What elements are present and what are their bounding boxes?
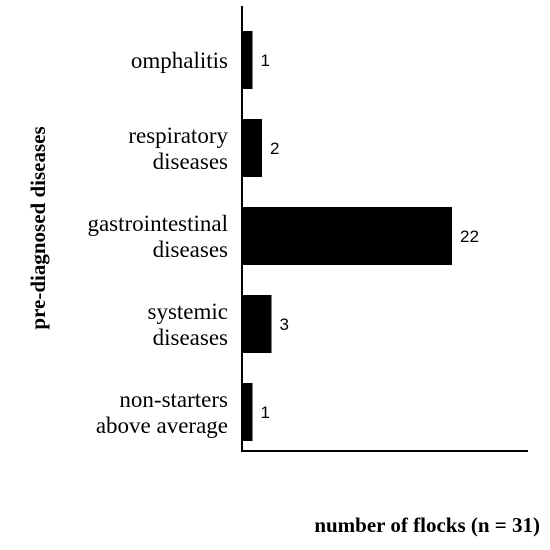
category-label-line: diseases (153, 325, 228, 350)
category-label-line: systemic (148, 299, 229, 324)
data-label: 3 (280, 315, 289, 334)
bar (243, 383, 253, 441)
data-label: 1 (261, 403, 270, 422)
bar (243, 295, 272, 353)
data-label: 22 (460, 227, 479, 246)
category-label-line: above average (96, 413, 228, 438)
category-label-line: non-starters (119, 387, 228, 412)
category-label-line: omphalitis (131, 48, 228, 73)
bar (243, 207, 452, 265)
x-axis-title: number of flocks (n = 31) (314, 513, 540, 537)
bar (243, 31, 253, 89)
category-label: respiratory diseases (128, 123, 228, 174)
y-axis-title: pre-diagnosed diseases (26, 126, 50, 329)
bar (243, 119, 262, 177)
category-label-line: diseases (153, 237, 228, 262)
category-label: omphalitis (131, 48, 228, 73)
category-label: gastrointestinal diseases (87, 211, 228, 262)
category-label-line: respiratory (128, 123, 228, 148)
data-label: 2 (270, 139, 279, 158)
category-label-line: gastrointestinal (87, 211, 228, 236)
category-label: non-starters above average (96, 387, 228, 438)
data-label: 1 (261, 51, 270, 70)
category-label: systemic diseases (148, 299, 229, 350)
category-label-line: diseases (153, 149, 228, 174)
